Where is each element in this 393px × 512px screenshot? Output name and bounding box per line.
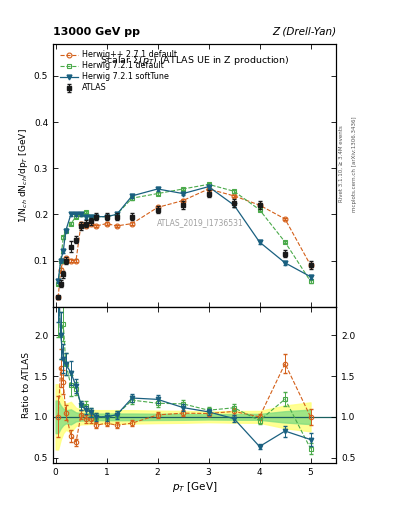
Herwig 7.2.1 softTune [68,211,73,218]
Herwig 7.2.1 default [114,211,119,218]
Herwig 7.2.1 softTune [308,273,313,280]
Herwig++ 2.7.1 default [283,216,287,222]
Herwig 7.2.1 default [283,239,287,245]
Line: Herwig 7.2.1 softTune: Herwig 7.2.1 softTune [56,184,313,284]
Herwig 7.2.1 default [63,227,68,233]
Herwig 7.2.1 softTune [181,190,185,197]
Herwig++ 2.7.1 default [104,221,109,227]
Herwig++ 2.7.1 default [56,294,61,301]
Herwig 7.2.1 softTune [104,214,109,220]
Herwig++ 2.7.1 default [232,193,237,199]
Herwig 7.2.1 default [61,234,66,241]
Herwig 7.2.1 softTune [63,227,68,233]
Text: Scalar $\Sigma(p_T)$ (ATLAS UE in Z production): Scalar $\Sigma(p_T)$ (ATLAS UE in Z prod… [100,54,289,67]
Y-axis label: 1/N$_{ch}$ dN$_{ch}$/dp$_T$ [GeV]: 1/N$_{ch}$ dN$_{ch}$/dp$_T$ [GeV] [17,127,29,223]
Herwig 7.2.1 softTune [130,193,134,199]
Herwig 7.2.1 softTune [56,278,61,284]
Line: Herwig++ 2.7.1 default: Herwig++ 2.7.1 default [56,186,313,300]
Herwig 7.2.1 default [79,211,83,218]
Herwig++ 2.7.1 default [63,255,68,261]
Herwig++ 2.7.1 default [155,204,160,210]
Herwig++ 2.7.1 default [61,258,66,264]
Text: mcplots.cern.ch [arXiv:1306.3436]: mcplots.cern.ch [arXiv:1306.3436] [352,116,357,211]
Herwig 7.2.1 default [73,214,78,220]
Herwig 7.2.1 softTune [114,211,119,218]
Herwig 7.2.1 softTune [89,214,94,220]
Herwig++ 2.7.1 default [73,258,78,264]
Herwig 7.2.1 default [232,188,237,195]
Herwig 7.2.1 default [308,278,313,284]
Herwig 7.2.1 softTune [58,258,63,264]
Legend: Herwig++ 2.7.1 default, Herwig 7.2.1 default, Herwig 7.2.1 softTune, ATLAS: Herwig++ 2.7.1 default, Herwig 7.2.1 def… [59,49,179,94]
Line: Herwig 7.2.1 default: Herwig 7.2.1 default [56,182,313,286]
Herwig 7.2.1 softTune [94,214,99,220]
Y-axis label: Ratio to ATLAS: Ratio to ATLAS [22,352,31,418]
Herwig 7.2.1 default [68,221,73,227]
Herwig++ 2.7.1 default [68,258,73,264]
Herwig 7.2.1 softTune [84,214,88,220]
Herwig 7.2.1 softTune [79,211,83,218]
Herwig 7.2.1 softTune [232,202,237,208]
Text: Z (Drell-Yan): Z (Drell-Yan) [272,27,336,37]
Herwig 7.2.1 softTune [257,239,262,245]
Herwig 7.2.1 default [130,195,134,201]
Herwig 7.2.1 softTune [283,260,287,266]
Herwig 7.2.1 default [155,190,160,197]
Text: ATLAS_2019_I1736531: ATLAS_2019_I1736531 [157,218,244,227]
Text: Rivet 3.1.10, ≥ 3.4M events: Rivet 3.1.10, ≥ 3.4M events [339,125,344,202]
Herwig 7.2.1 default [104,214,109,220]
Herwig 7.2.1 default [206,181,211,187]
Herwig 7.2.1 default [56,281,61,287]
Herwig 7.2.1 softTune [155,186,160,192]
Herwig 7.2.1 default [58,258,63,264]
Herwig++ 2.7.1 default [181,198,185,204]
Herwig++ 2.7.1 default [58,267,63,273]
Herwig++ 2.7.1 default [94,223,99,229]
Herwig++ 2.7.1 default [114,223,119,229]
Herwig++ 2.7.1 default [130,221,134,227]
Herwig 7.2.1 softTune [61,248,66,254]
Text: 13000 GeV pp: 13000 GeV pp [53,27,140,37]
Herwig 7.2.1 softTune [73,211,78,218]
Herwig 7.2.1 default [257,207,262,213]
Herwig 7.2.1 softTune [206,184,211,190]
Herwig 7.2.1 default [84,209,88,215]
Herwig++ 2.7.1 default [206,186,211,192]
Herwig++ 2.7.1 default [79,221,83,227]
Herwig 7.2.1 default [94,214,99,220]
Herwig++ 2.7.1 default [84,223,88,229]
Herwig 7.2.1 default [181,186,185,192]
Herwig++ 2.7.1 default [89,221,94,227]
Herwig 7.2.1 default [89,214,94,220]
Herwig++ 2.7.1 default [308,262,313,268]
Herwig++ 2.7.1 default [257,202,262,208]
X-axis label: $p_T$ [GeV]: $p_T$ [GeV] [172,480,217,494]
